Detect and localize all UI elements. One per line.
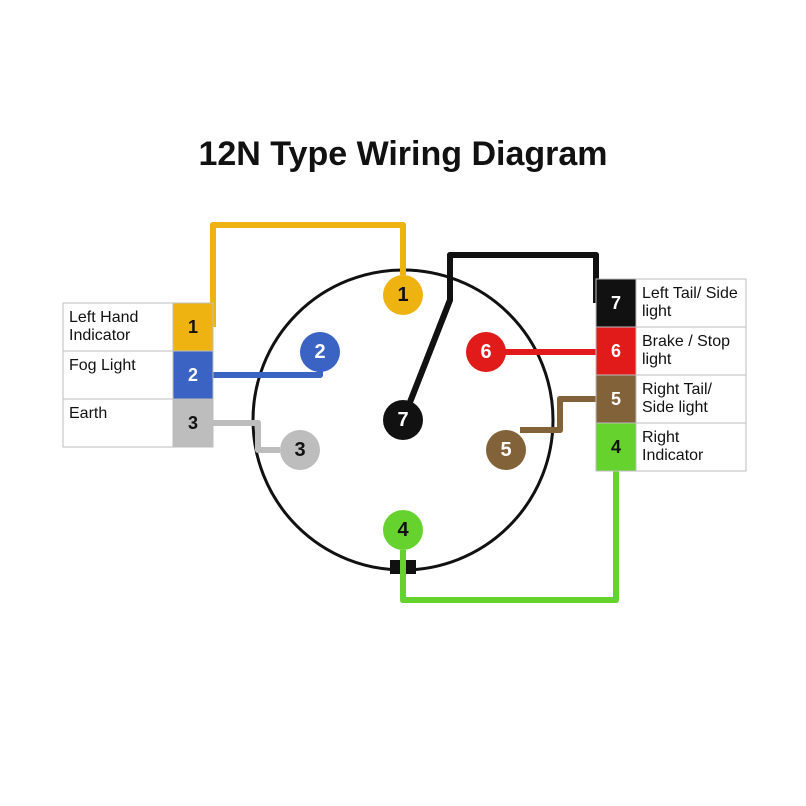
pin-3-number: 3	[294, 439, 305, 461]
label-right-7: Left Tail/ Side light	[642, 285, 740, 322]
label-left-1: Left Hand Indicator	[69, 309, 167, 346]
label-right-5: Right Tail/ Side light	[642, 381, 740, 418]
label-left-2: Fog Light	[69, 357, 167, 375]
pin-5-number: 5	[500, 439, 511, 461]
label-right-4: Right Indicator	[642, 429, 740, 466]
pin-6-number: 6	[480, 341, 491, 363]
right-num-4: 4	[611, 437, 621, 457]
left-num-3: 3	[188, 413, 198, 433]
pin-1-number: 1	[397, 284, 408, 306]
label-right-6: Brake / Stop light	[642, 333, 740, 370]
pin-7-number: 7	[397, 409, 408, 431]
label-left-3: Earth	[69, 405, 167, 423]
left-num-2: 2	[188, 365, 198, 385]
wire-grey	[213, 423, 280, 450]
wire-yellow	[213, 225, 403, 327]
right-num-6: 6	[611, 341, 621, 361]
wire-green	[403, 471, 616, 600]
pin-2-number: 2	[314, 341, 325, 363]
right-num-7: 7	[611, 293, 621, 313]
pin-4-number: 4	[397, 519, 409, 541]
right-num-5: 5	[611, 389, 621, 409]
left-num-1: 1	[188, 317, 198, 337]
diagram-stage: 12N Type Wiring Diagram 12345671237654 L…	[0, 0, 806, 806]
